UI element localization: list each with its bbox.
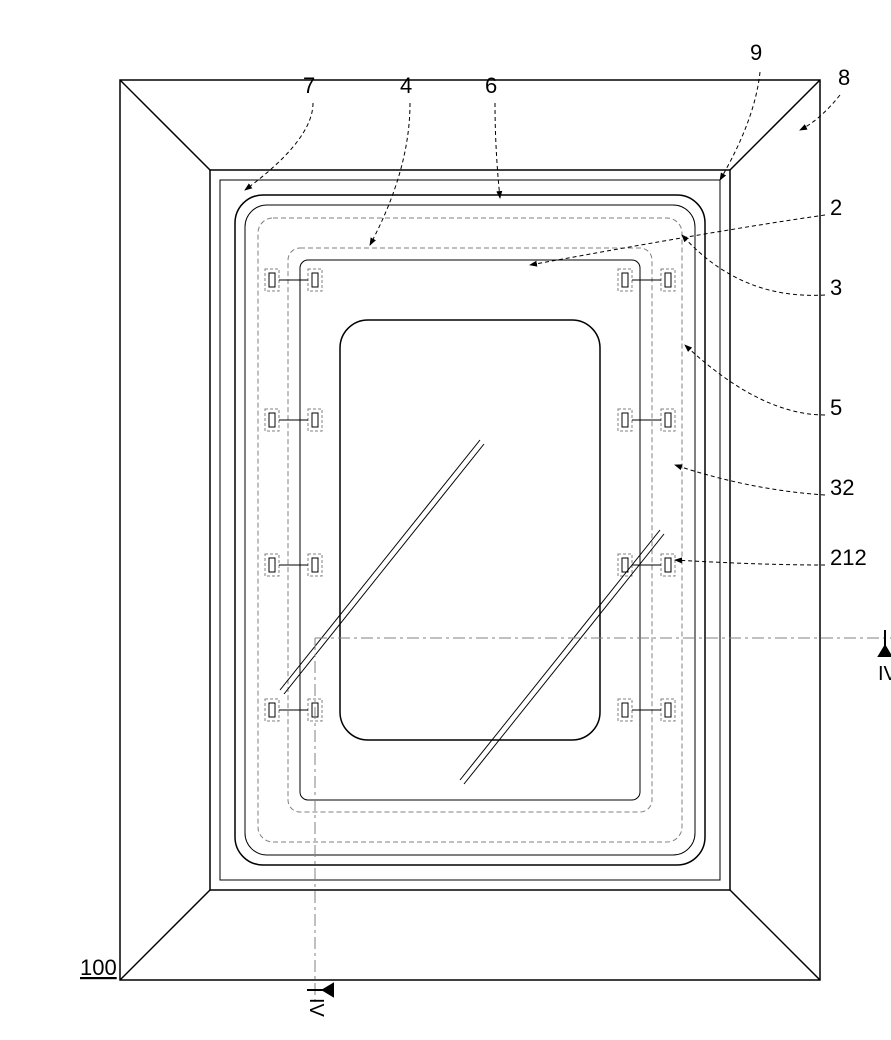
membrane-outer [235,195,705,865]
annotation-6: 6 [485,73,497,98]
dashed-ring [258,218,682,842]
annotation-32: 32 [830,475,854,500]
dashed-ring-inner [288,248,652,812]
diagram-container: IV IV 7 4 6 [20,20,891,1020]
annotation-3: 3 [830,275,842,300]
center-window [340,320,600,740]
solid-ring [300,260,640,800]
break-lines [280,440,664,784]
section-label-bottom: IV [305,998,327,1018]
annotation-4: 4 [400,73,412,98]
reference-label: 100 [80,955,117,980]
membrane-inner [245,205,695,855]
technical-diagram-svg: IV IV 7 4 6 [20,20,891,1020]
section-label-right: IV [878,663,891,685]
annotation-5: 5 [830,395,842,420]
annotation-2: 2 [830,195,842,220]
annotation-8: 8 [838,65,850,90]
pads-left [265,269,322,721]
annotation-leaders [245,72,840,565]
dashed-ring-outer [258,218,682,842]
annotation-212: 212 [830,545,867,570]
membrane-layers [235,195,705,865]
section-line [307,630,891,1005]
outer-frame [120,80,820,980]
annotation-9: 9 [750,40,762,65]
pads-group [265,269,675,721]
annotation-7: 7 [303,73,315,98]
pads-right [618,269,675,721]
